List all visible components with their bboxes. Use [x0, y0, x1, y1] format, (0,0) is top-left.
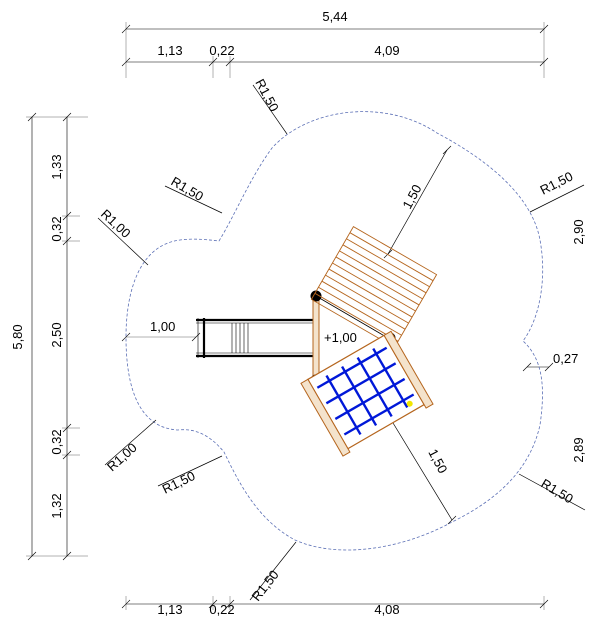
- right-upper-dimension: 2,90: [571, 219, 586, 244]
- radius-label-top-left-outer: R1,50: [252, 76, 282, 114]
- radius-label-left-lower: R1,00: [104, 440, 140, 474]
- clearance-lower-label: 1,50: [425, 446, 450, 475]
- left-segment-4-dimension: 0,32: [49, 429, 64, 454]
- left-dimension-chain: 5,80 1,33 0,32 2,50 0,32 1,32: [10, 112, 88, 561]
- net-accent-dot: [406, 400, 413, 407]
- top-segment-3-dimension: 4,09: [374, 43, 399, 58]
- right-lower-dimension: 2,89: [571, 437, 586, 462]
- radius-label-bottom-left-outer: R1,50: [249, 567, 282, 604]
- post-top: [310, 290, 322, 302]
- clearance-dimensions: 1,50 1,50: [383, 145, 457, 525]
- left-segment-2-dimension: 0,32: [49, 216, 64, 241]
- top-segment-2-dimension: 0,22: [209, 43, 234, 58]
- radius-label-bottom-left-inner: R1,50: [160, 468, 198, 497]
- bottom-dimension-chain: 1,13 0,22 4,08: [121, 596, 549, 617]
- climbing-net: [300, 330, 434, 457]
- bottom-segment-3-dimension: 4,08: [374, 602, 399, 617]
- radius-label-left-upper: R1,00: [98, 206, 134, 241]
- radius-label-bottom-right: R1,50: [538, 476, 575, 507]
- radius-label-top-left-inner: R1,50: [169, 174, 207, 204]
- radius-label-top-right: R1,50: [538, 169, 576, 198]
- platform-height-label: +1,00: [324, 330, 357, 345]
- slide: 1,00: [121, 318, 315, 358]
- top-dimension-chain: 5,44 1,13 0,22 4,09: [121, 9, 549, 78]
- platform-post-beam: [312, 295, 320, 381]
- top-overall-dimension: 5,44: [322, 9, 347, 24]
- right-dimension-labels: 2,90 2,89 0,27: [522, 219, 586, 463]
- left-segment-3-dimension: 2,50: [49, 322, 64, 347]
- left-segment-1-dimension: 1,33: [49, 154, 64, 179]
- bottom-segment-1-dimension: 1,13: [157, 602, 182, 617]
- left-overall-dimension: 5,80: [10, 324, 25, 349]
- bottom-segment-2-dimension: 0,22: [209, 602, 234, 617]
- top-segment-1-dimension: 1,13: [157, 43, 182, 58]
- right-gap-dimension: 0,27: [553, 351, 578, 366]
- left-segment-5-dimension: 1,32: [49, 493, 64, 518]
- slide-exit-height-label: 1,00: [150, 319, 175, 334]
- wooden-deck: [310, 226, 438, 348]
